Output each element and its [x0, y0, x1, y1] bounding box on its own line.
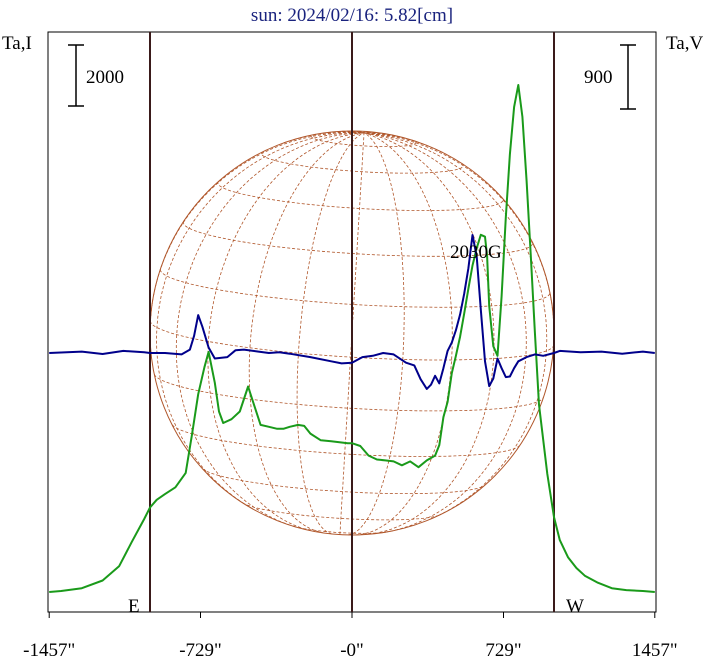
grid-line [363, 131, 370, 134]
series-line-stokes-v [49, 234, 655, 390]
left-scale-bar-value: 2000 [86, 67, 124, 88]
grid-line [363, 132, 387, 135]
grid-line [159, 269, 551, 308]
grid-line [296, 132, 365, 535]
right-scale-bar: 900 [584, 44, 636, 110]
grid-line [363, 132, 495, 535]
left-scale-bar: 2000 [68, 44, 124, 107]
x-tick-label: 729" [485, 640, 521, 661]
grid-line [153, 374, 544, 412]
grid-line [363, 131, 375, 134]
x-tick-label: -729" [179, 640, 222, 661]
west-limb-label: W [566, 596, 584, 617]
grid-line [217, 180, 504, 211]
grid-line [339, 132, 365, 535]
grid-line [355, 132, 453, 536]
grid-line [363, 132, 443, 153]
grid-line [207, 132, 365, 531]
plot-frame [47, 31, 657, 613]
x-axis-ticks: -1457" -729" -0" 729" 1457" [23, 612, 678, 661]
grid-line [175, 132, 365, 528]
left-axis-label: Ta,I [2, 33, 32, 54]
x-tick-label: -0" [340, 640, 364, 661]
region-annotation: 2030G [450, 242, 502, 263]
x-tick-label: -1457" [23, 640, 75, 661]
right-axis-label: Ta,V [666, 33, 703, 54]
grid-line [348, 132, 405, 536]
grid-line [156, 132, 364, 510]
chart-title: sun: 2024/02/16: 5.82[cm] [251, 5, 453, 26]
east-limb-label: E [128, 596, 140, 617]
x-tick-label: 1457" [632, 640, 678, 661]
grid-line [363, 132, 555, 346]
grid-line [283, 131, 365, 144]
right-scale-bar-value: 900 [584, 67, 613, 88]
grid-line [261, 150, 464, 174]
series-layer [49, 84, 655, 593]
grid-line [150, 132, 365, 321]
grid-line [363, 132, 527, 533]
series-line-stokes-i [49, 84, 655, 593]
grid-line [310, 133, 417, 148]
grid-line [242, 502, 441, 521]
grid-line [248, 132, 365, 534]
grid-line [363, 132, 548, 520]
grid-line [358, 130, 365, 134]
